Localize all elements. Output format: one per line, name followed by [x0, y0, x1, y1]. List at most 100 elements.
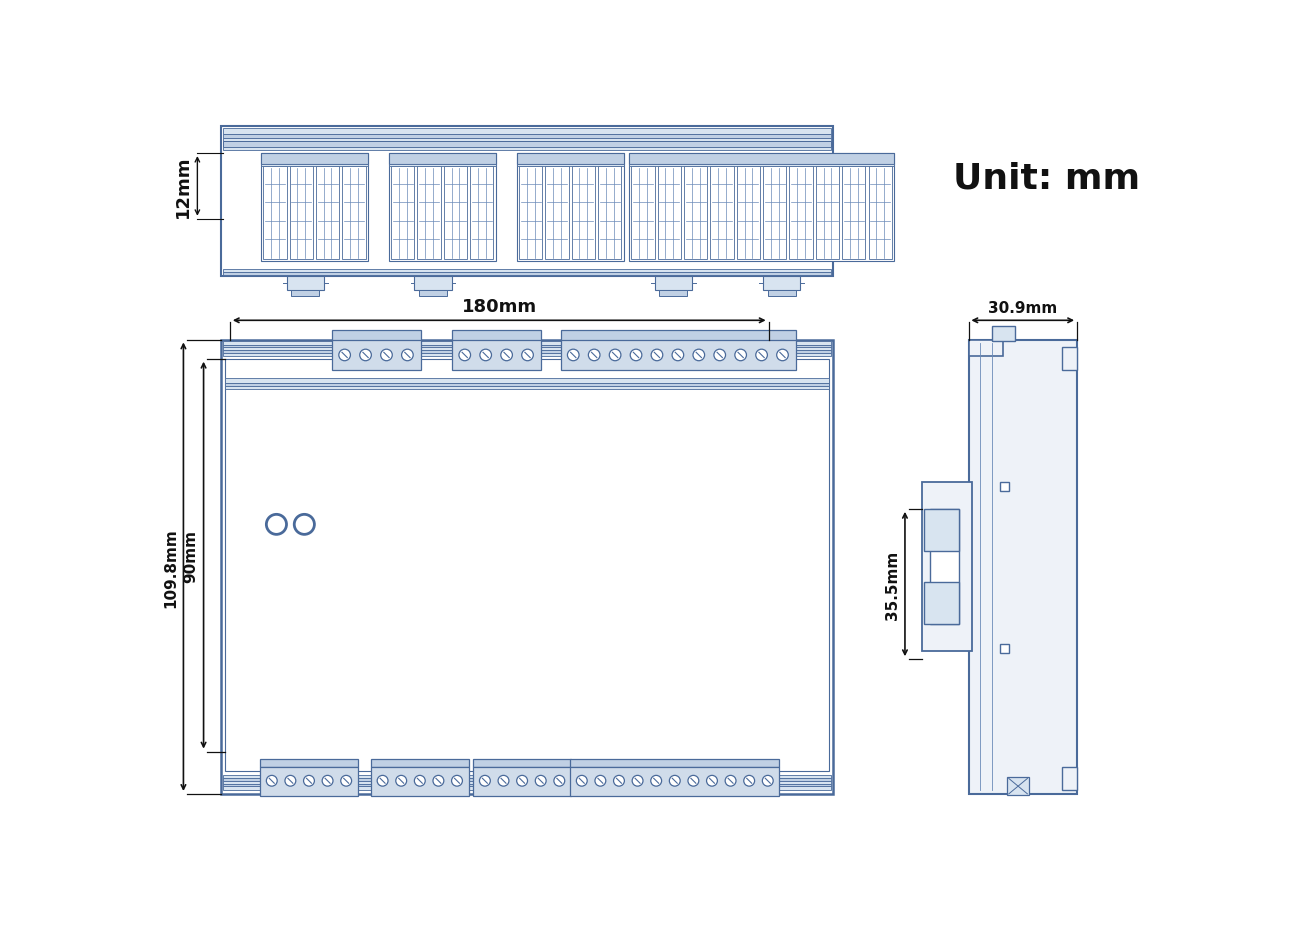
Circle shape	[725, 776, 736, 786]
Bar	[452, 331, 541, 342]
Bar	[224, 348, 831, 351]
Bar	[333, 340, 421, 371]
Bar	[842, 167, 866, 261]
Circle shape	[266, 776, 277, 786]
Circle shape	[630, 350, 642, 362]
Bar	[224, 142, 831, 148]
Bar	[659, 291, 688, 296]
Bar	[768, 291, 796, 296]
Circle shape	[714, 350, 725, 362]
Circle shape	[395, 776, 407, 786]
Bar	[598, 167, 621, 261]
Text: 30.9mm: 30.9mm	[988, 300, 1057, 315]
Bar	[225, 360, 829, 771]
Bar	[473, 767, 571, 797]
Bar	[224, 784, 831, 786]
Circle shape	[610, 350, 621, 362]
Bar	[1062, 767, 1076, 790]
Bar	[629, 154, 894, 261]
Bar	[221, 340, 833, 794]
Circle shape	[536, 776, 546, 786]
Bar	[224, 269, 831, 273]
Bar	[571, 767, 780, 797]
Text: 12mm: 12mm	[174, 156, 192, 218]
Circle shape	[651, 350, 663, 362]
Bar	[629, 154, 894, 165]
Bar	[516, 154, 624, 165]
Bar	[516, 165, 624, 167]
Circle shape	[480, 776, 490, 786]
Text: 180mm: 180mm	[462, 297, 537, 315]
Bar	[923, 510, 959, 551]
Circle shape	[285, 776, 296, 786]
Bar	[261, 154, 368, 261]
Bar	[260, 759, 358, 767]
Bar	[224, 273, 831, 276]
Circle shape	[693, 350, 705, 362]
Text: 35.5mm: 35.5mm	[884, 549, 900, 619]
Circle shape	[762, 776, 774, 786]
Circle shape	[744, 776, 754, 786]
Circle shape	[402, 350, 413, 362]
Bar	[224, 128, 831, 135]
Circle shape	[755, 350, 767, 362]
Bar	[224, 148, 831, 151]
Bar	[560, 331, 796, 342]
Bar	[1000, 482, 1009, 492]
Text: 90mm: 90mm	[183, 529, 198, 582]
Circle shape	[498, 776, 508, 786]
Bar	[224, 139, 831, 142]
Circle shape	[651, 776, 662, 786]
Circle shape	[266, 514, 286, 535]
Bar	[225, 386, 829, 390]
Bar	[333, 331, 421, 342]
Bar	[519, 167, 542, 261]
Bar	[516, 154, 624, 261]
Bar	[224, 786, 831, 790]
Circle shape	[451, 776, 463, 786]
Circle shape	[554, 776, 564, 786]
Bar	[263, 167, 286, 261]
Bar	[789, 167, 812, 261]
Circle shape	[500, 350, 512, 362]
Circle shape	[459, 350, 471, 362]
Circle shape	[614, 776, 624, 786]
Bar	[224, 353, 831, 357]
Bar	[417, 167, 441, 261]
Circle shape	[360, 350, 372, 362]
Bar	[629, 165, 894, 167]
Bar	[922, 482, 972, 651]
Bar	[737, 167, 760, 261]
Bar	[473, 759, 571, 767]
Circle shape	[304, 776, 315, 786]
Bar	[992, 327, 1015, 342]
Bar	[816, 167, 838, 261]
Bar	[452, 340, 541, 371]
Circle shape	[734, 350, 746, 362]
Circle shape	[415, 776, 425, 786]
Circle shape	[521, 350, 533, 362]
Bar	[261, 154, 368, 165]
Bar	[225, 383, 829, 386]
Circle shape	[341, 776, 351, 786]
Circle shape	[567, 350, 578, 362]
Bar	[261, 165, 368, 167]
Circle shape	[670, 776, 680, 786]
Bar	[224, 342, 831, 346]
Bar	[389, 154, 495, 165]
Bar	[370, 767, 468, 797]
Bar	[968, 340, 1004, 357]
Circle shape	[776, 350, 788, 362]
Bar	[1062, 348, 1076, 371]
Bar	[221, 127, 833, 278]
Bar	[968, 340, 1076, 794]
Bar	[930, 510, 959, 625]
Circle shape	[294, 514, 315, 535]
Circle shape	[672, 350, 684, 362]
Circle shape	[480, 350, 491, 362]
Bar	[224, 775, 831, 779]
Bar	[224, 781, 831, 784]
Circle shape	[339, 350, 351, 362]
Circle shape	[322, 776, 333, 786]
Text: 109.8mm: 109.8mm	[162, 528, 178, 607]
